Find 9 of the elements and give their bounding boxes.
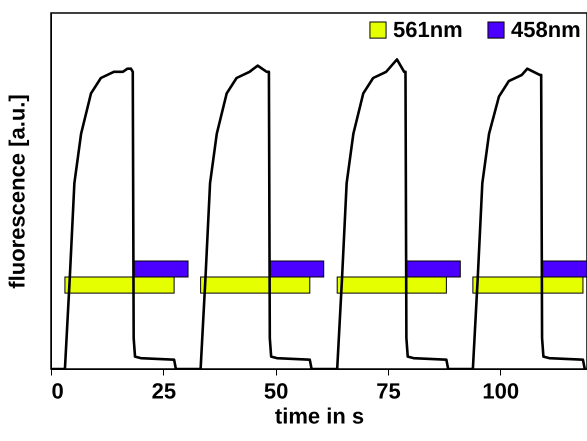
legend-label: 458nm <box>511 17 581 42</box>
x-tick-label: 50 <box>264 378 288 404</box>
x-tick-label: 75 <box>376 378 401 404</box>
x-axis-title: time in s <box>274 404 364 428</box>
x-tick-label: 25 <box>152 378 176 404</box>
y-axis-title: fluorescence [a.u.] <box>4 94 30 289</box>
x-tick-label: 100 <box>482 378 520 404</box>
x-tick-label: 0 <box>52 378 64 404</box>
legend-label: 561nm <box>393 17 463 42</box>
